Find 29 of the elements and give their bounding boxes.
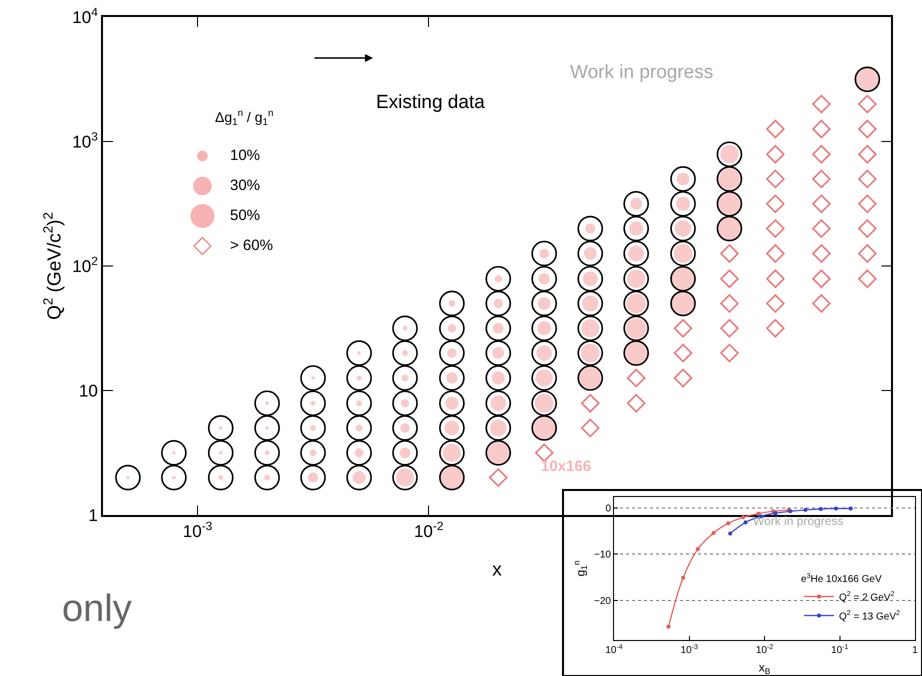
x-tick-label: 10$^{-3}$: [182, 519, 213, 542]
legend-label: 10%: [230, 147, 260, 164]
legend-label: Q$^{2}$ = 13 GeV$^{2}$: [839, 610, 900, 622]
legend-label: 50%: [230, 207, 260, 224]
x-tick-label: 10$^{-1}$: [831, 644, 849, 656]
x-tick-label: 10$^{-4}$: [605, 644, 623, 656]
y-tick-label: 10$^{4}$: [72, 4, 98, 27]
legend-label: Q$^{2}$ = 2 GeV$^{2}$: [839, 591, 894, 604]
x-tick-label: 1: [912, 645, 918, 656]
y-tick-label: 0: [605, 504, 612, 515]
legend-label: > 60%: [230, 237, 273, 254]
annotation: Existing data: [376, 92, 486, 113]
legend-label: 30%: [230, 177, 260, 194]
annotation: 10x166: [541, 458, 592, 475]
annotation: Work in progress: [570, 62, 714, 83]
annotation: Work in progress: [753, 514, 844, 528]
legend-title: e$^{3}$He 10x166 GeV: [801, 572, 882, 585]
y-tick-label: 10: [78, 381, 98, 400]
x-axis-title: x: [492, 559, 502, 580]
y-tick-label: 10$^{2}$: [72, 254, 98, 276]
x-tick-label: 10$^{-2}$: [756, 644, 774, 656]
y-tick-label: −10: [594, 550, 612, 561]
x-axis-title: x$_{B}$: [758, 660, 771, 676]
y-tick-label: −20: [594, 596, 612, 607]
text: only: [62, 588, 132, 630]
x-tick-label: 10$^{-3}$: [680, 644, 698, 656]
y-tick-label: 10$^{3}$: [72, 129, 98, 152]
x-tick-label: 10$^{-2}$: [414, 519, 444, 542]
y-tick-label: 1: [88, 506, 98, 525]
